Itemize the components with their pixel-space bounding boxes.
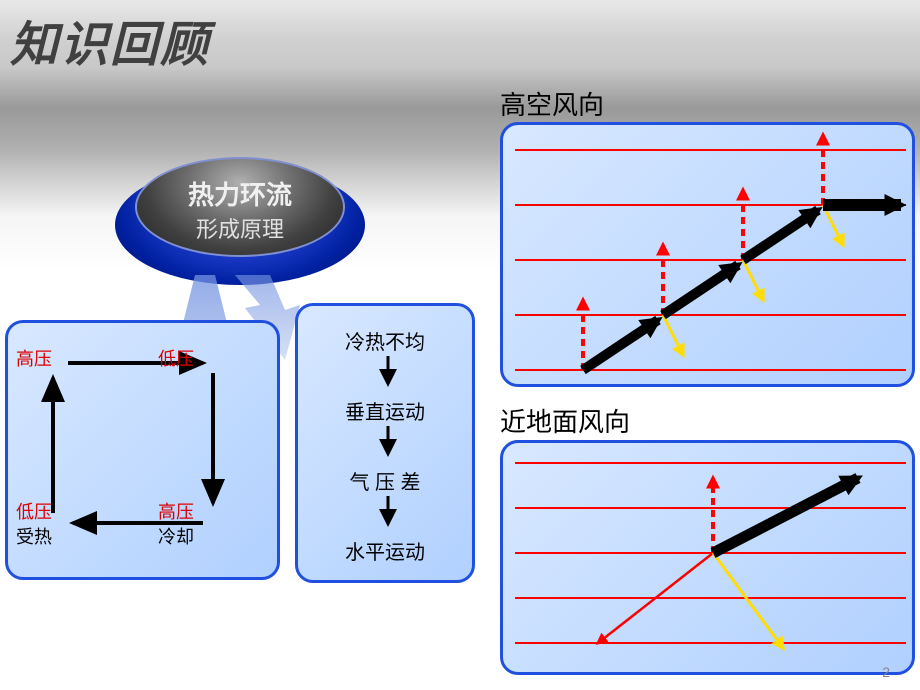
panel-steps: 冷热不均 垂直运动 气 压 差 水平运动 <box>295 303 475 583</box>
steps-arrows <box>298 306 478 586</box>
page-number: 2 <box>882 664 890 680</box>
page-title: 知识回顾 <box>10 5 210 75</box>
panel-circulation-cycle: 高压 低压 低压 高压 受热 冷却 <box>5 320 280 580</box>
cycle-top-right: 低压 <box>158 345 194 371</box>
cycle-top-left: 高压 <box>16 345 52 371</box>
panel-wind-low <box>500 440 915 675</box>
cycle-bottom-left: 低压 <box>16 498 52 524</box>
cycle-label-left: 受热 <box>16 523 52 549</box>
wind-high-diagram <box>503 125 918 390</box>
cycle-bottom-right: 高压 <box>158 498 194 524</box>
panel-wind-high <box>500 122 915 387</box>
wind-low-diagram <box>503 443 918 678</box>
section-high-title: 高空风向 <box>500 85 604 122</box>
disc-line1: 热力环流 <box>115 175 365 212</box>
disc-emblem: 热力环流 形成原理 <box>115 145 365 295</box>
cycle-label-right: 冷却 <box>158 523 194 549</box>
section-low-title: 近地面风向 <box>500 402 630 439</box>
disc-line2: 形成原理 <box>115 212 365 244</box>
